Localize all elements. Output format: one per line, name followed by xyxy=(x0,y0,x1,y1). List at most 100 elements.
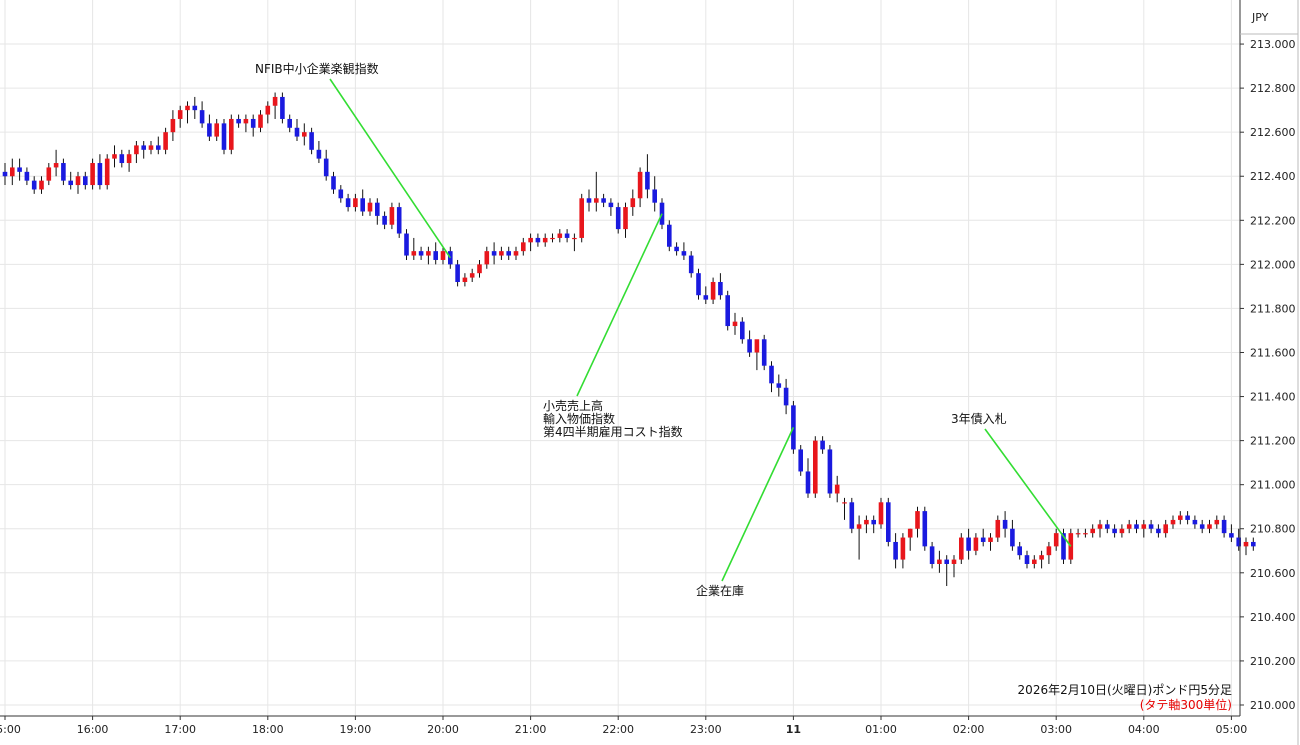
candle xyxy=(564,229,570,243)
candle-body-down xyxy=(1017,546,1022,556)
candle xyxy=(1199,519,1205,534)
candle-body-down xyxy=(345,198,351,208)
candle-body-up xyxy=(856,524,862,529)
x-tick-label: 05:00 xyxy=(1216,723,1248,736)
annotation-line xyxy=(984,428,1072,547)
candle-body-up xyxy=(959,537,964,560)
candle-body-up xyxy=(53,163,59,168)
candle-body-up xyxy=(878,502,884,525)
candle xyxy=(1039,550,1044,569)
candle xyxy=(754,339,760,371)
candle xyxy=(944,555,949,587)
candle xyxy=(1119,524,1125,538)
candle xyxy=(886,497,891,547)
candle-body-down xyxy=(740,321,745,340)
candle xyxy=(214,118,219,141)
candle-body-down xyxy=(1061,533,1066,560)
candle-body-up xyxy=(572,237,577,240)
candle xyxy=(418,246,424,260)
candle xyxy=(688,251,694,278)
x-tick-label: 18:00 xyxy=(252,723,284,736)
candle-body-down xyxy=(1134,524,1139,529)
y-tick-label: 210.000 xyxy=(1250,699,1296,712)
candle xyxy=(1097,519,1103,538)
candle xyxy=(53,149,59,177)
candle-body-down xyxy=(944,559,949,564)
candle-body-up xyxy=(1097,524,1103,529)
candle xyxy=(769,361,774,393)
candle xyxy=(411,237,417,260)
candle xyxy=(462,273,468,287)
candle-body-up xyxy=(126,154,132,164)
candle xyxy=(367,198,373,216)
currency-label: JPY xyxy=(1251,11,1269,24)
candle-body-up xyxy=(1053,533,1059,547)
candle xyxy=(893,533,898,569)
candle xyxy=(1192,515,1198,529)
candle xyxy=(61,158,66,186)
candle xyxy=(360,189,365,216)
candle xyxy=(396,202,402,238)
candle-body-up xyxy=(112,154,117,159)
candle-body-down xyxy=(1024,555,1030,564)
candle xyxy=(104,154,110,190)
candle xyxy=(2,163,8,186)
candle-body-down xyxy=(718,281,723,296)
candle-body-up xyxy=(477,264,482,274)
candle xyxy=(499,246,504,260)
candle-body-up xyxy=(214,123,219,137)
candle-body-down xyxy=(17,167,22,172)
candle xyxy=(455,259,460,287)
candle xyxy=(243,114,249,133)
candle xyxy=(594,171,599,212)
candle-body-up xyxy=(104,158,110,186)
candle xyxy=(477,259,482,278)
candle-body-up xyxy=(732,321,738,327)
candle-body-down xyxy=(455,264,460,282)
candle xyxy=(959,533,964,564)
candle-body-up xyxy=(521,242,526,252)
y-tick-label: 211.800 xyxy=(1250,302,1296,315)
candle-body-down xyxy=(199,110,205,124)
candle-body-down xyxy=(761,339,767,366)
candle xyxy=(667,220,672,252)
candle-body-up xyxy=(499,251,504,256)
candle xyxy=(1046,541,1052,564)
candle-body-up xyxy=(623,207,628,230)
candle xyxy=(849,497,855,534)
candle xyxy=(696,268,701,300)
candle xyxy=(608,198,614,216)
candle-body-down xyxy=(776,383,782,388)
candle xyxy=(1236,528,1241,551)
annotation-line xyxy=(329,78,451,259)
candle-body-down xyxy=(1221,519,1227,534)
candle-body-up xyxy=(907,528,913,538)
candle xyxy=(192,96,198,119)
candle-body-up xyxy=(1075,533,1081,535)
candle xyxy=(272,92,278,119)
grid xyxy=(0,0,1240,716)
candle-body-down xyxy=(681,251,687,256)
candle-body-down xyxy=(696,273,701,296)
candle-body-down xyxy=(966,537,971,551)
candle xyxy=(207,114,212,141)
candle xyxy=(1112,524,1117,538)
candle-body-down xyxy=(652,189,657,203)
candle-body-up xyxy=(1090,528,1095,534)
y-tick-label: 210.800 xyxy=(1250,523,1296,536)
candle-body-up xyxy=(754,339,760,353)
annotation-label: 輸入物価指数 xyxy=(543,411,615,426)
candle-body-up xyxy=(1214,519,1220,525)
y-tick-label: 210.400 xyxy=(1250,611,1296,624)
candle xyxy=(937,550,942,573)
candle-body-up xyxy=(813,440,818,494)
candle xyxy=(46,163,52,186)
candle-body-up xyxy=(258,114,263,128)
candle-body-down xyxy=(24,171,30,181)
annotation-label: 小売売上高 xyxy=(543,398,603,413)
candle xyxy=(1032,555,1037,569)
candle xyxy=(834,475,840,503)
candle-body-down xyxy=(1002,519,1008,529)
candle xyxy=(1010,519,1015,551)
candle-body-down xyxy=(535,237,541,243)
